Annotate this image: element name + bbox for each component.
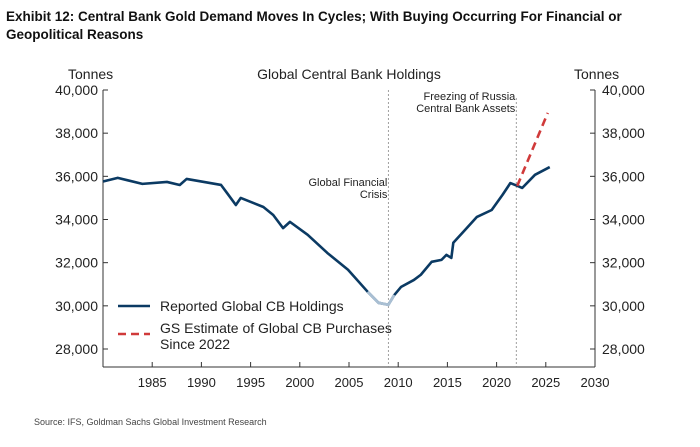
y-tick-label-left: 34,000 [55, 212, 98, 228]
chart-title: Global Central Bank Holdings [257, 66, 441, 82]
y-tick-label-right: 30,000 [602, 298, 645, 314]
legend-label-estimate: GS Estimate of Global CB Purchases [160, 320, 392, 336]
x-tick-label: 2025 [531, 375, 560, 390]
y-tick-label-right: 32,000 [602, 255, 645, 271]
y-axis-label-left: Tonnes [68, 66, 113, 82]
y-tick-label-right: 38,000 [602, 125, 645, 141]
x-tick-label: 1985 [138, 375, 167, 390]
x-tick-label: 1990 [187, 375, 216, 390]
y-tick-label-right: 40,000 [602, 82, 645, 98]
annotation-label: Central Bank Assets [416, 103, 516, 115]
series-reported-cb-holdings-light-segment [366, 290, 396, 307]
x-tick-label: 2010 [384, 375, 413, 390]
x-tick-label: 2015 [433, 375, 462, 390]
y-tick-label-right: 28,000 [602, 341, 645, 357]
y-tick-label-right: 36,000 [602, 168, 645, 184]
x-tick-label: 2030 [581, 375, 610, 390]
y-tick-label-left: 32,000 [55, 255, 98, 271]
x-tick-label: 1995 [236, 375, 265, 390]
y-tick-label-left: 36,000 [55, 168, 98, 184]
legend-label-reported: Reported Global CB Holdings [160, 298, 344, 314]
y-tick-label-left: 38,000 [55, 125, 98, 141]
annotation-label: Global Financial [308, 177, 387, 189]
series-gs-estimate [516, 112, 549, 187]
y-tick-label-left: 28,000 [55, 341, 98, 357]
x-tick-label: 2000 [285, 375, 314, 390]
y-tick-label-left: 30,000 [55, 298, 98, 314]
legend-label-estimate: Since 2022 [160, 336, 230, 352]
y-tick-label-right: 34,000 [602, 212, 645, 228]
exhibit-title: Exhibit 12: Central Bank Gold Demand Mov… [6, 9, 622, 42]
y-tick-label-left: 40,000 [55, 82, 98, 98]
source-note: Source: IFS, Goldman Sachs Global Invest… [34, 417, 267, 427]
x-tick-label: 2005 [335, 375, 364, 390]
y-axis-label-right: Tonnes [574, 66, 619, 82]
x-tick-label: 2020 [482, 375, 511, 390]
annotation-label: Crisis [360, 189, 388, 201]
annotation-label: Freezing of Russia [424, 91, 517, 103]
